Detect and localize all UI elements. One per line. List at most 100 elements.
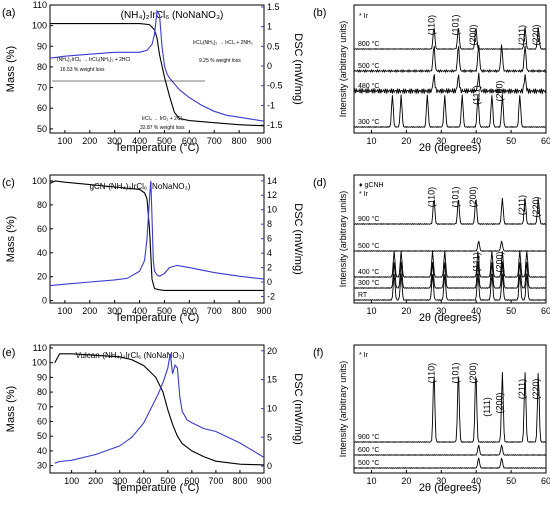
y-axis-label-c: Mass (%) <box>5 216 17 262</box>
peak-label-d-2: (200) <box>468 187 478 208</box>
chart-title-c: gCN-(NH₄)₂IrCl₆ (NoNaNO₃) <box>90 182 191 191</box>
x-tick-label-d: 60 <box>541 306 550 316</box>
y2-tick-label-a: -1 <box>267 100 275 110</box>
panel-label-a: (a) <box>2 7 15 19</box>
y-tick-label-e: 100 <box>32 358 47 368</box>
axes-b: 10 20 30 40 50 60 <box>366 130 550 146</box>
x-tick-label-b: 30 <box>436 136 446 146</box>
y-tick-label-a: 110 <box>33 0 47 10</box>
x-tick-label-c: 100 <box>57 306 72 316</box>
y-tick-label-a: 70 <box>37 83 47 93</box>
annotation-a-2: 16.53 % weight loss <box>60 67 105 73</box>
y-tick-label-e: 110 <box>33 343 47 353</box>
panel-label-e: (e) <box>2 347 15 359</box>
annotation-a-4: 9.25 % weight loss <box>199 58 241 64</box>
y2-tick-label-a: 1 <box>267 22 272 32</box>
plot-frame-d <box>353 174 547 304</box>
x-tick-label-d: 30 <box>436 306 446 316</box>
chart-title-e: Vulcan-(NH₄)₂IrCl₆ (NoNaNO₃) <box>75 351 184 360</box>
plot-frame-f <box>353 344 547 474</box>
y-tick-label-e: 90 <box>37 372 47 382</box>
panel-e: (e) Vulcan-(NH₄)₂IrCl₆ (NoNaNO₃) Mass (%… <box>2 343 304 494</box>
pattern-label-b-3: 300 °C <box>358 118 379 126</box>
legend-f: * Ir <box>359 352 369 359</box>
panel-label-c: (c) <box>2 177 15 189</box>
x-tick-label-d: 20 <box>401 306 411 316</box>
peak-labels-d: (110) (101) (200) (211) (220) (111) (200) <box>426 186 541 272</box>
series-dsc-e <box>54 353 265 464</box>
x-axis-label-b: 2θ (degrees) <box>419 142 481 154</box>
x-tick-label-e: 300 <box>112 476 127 486</box>
pattern-d-3 <box>353 261 547 289</box>
x-tick-label-e: 700 <box>208 476 223 486</box>
peak-label-b-5: (111) <box>472 85 482 105</box>
y-tick-label-a: 50 <box>37 124 47 134</box>
x-tick-label-d: 50 <box>506 306 516 316</box>
peak-label-d-5: (111) <box>472 252 482 272</box>
x-tick-label-b: 60 <box>541 136 550 146</box>
axes-e: 100 200 300 400 500 600 700 800 9003040506070809… <box>32 343 277 486</box>
series-mass-a <box>50 23 265 127</box>
axes-a: 100 200 300 400 500 600 700 800 9005060708090100… <box>32 0 283 146</box>
panel-a: (a) (NH₄)₂IrCl₆ (NoNaNO₃) Mass (%) DSC (… <box>2 0 304 154</box>
y-tick-label-a: 80 <box>37 62 47 72</box>
x-axis-label-f: 2θ (degrees) <box>419 482 481 494</box>
y2-tick-label-e: 5 <box>267 432 272 442</box>
x-tick-label-a: 800 <box>232 136 247 146</box>
peak-label-f-4: (220) <box>531 378 541 399</box>
x-tick-label-a: 500 <box>157 136 172 146</box>
y-tick-label-c: 80 <box>37 200 47 210</box>
x-tick-label-e: 600 <box>184 476 199 486</box>
y2-tick-label-a: 0 <box>267 61 272 71</box>
pattern-f-0 <box>353 372 547 443</box>
x-tick-label-a: 100 <box>57 136 72 146</box>
panel-c: (c) gCN-(NH₄)₂IrCl₆ (NoNaNO₃) Mass (%) D… <box>2 174 304 324</box>
x-tick-label-b: 10 <box>366 136 376 146</box>
x-tick-label-a: 600 <box>182 136 197 146</box>
peak-label-b-0: (110) <box>426 15 436 35</box>
y2-tick-label-a: 1.5 <box>267 2 280 12</box>
y-tick-label-e: 70 <box>37 402 47 412</box>
y-tick-label-c: 40 <box>37 248 47 258</box>
y2-tick-label-c: 14 <box>267 176 277 186</box>
pattern-label-d-4: RT <box>358 292 368 299</box>
x-tick-label-d: 40 <box>471 306 481 316</box>
peak-label-b-3: (211) <box>517 25 527 45</box>
pattern-label-f-0: 900 °C <box>358 433 379 441</box>
x-tick-label-c: 200 <box>82 306 97 316</box>
y-axis-label-a: Mass (%) <box>5 46 17 92</box>
peak-label-d-1: (101) <box>451 186 461 207</box>
pattern-b-2 <box>353 72 547 95</box>
peak-label-f-2: (200) <box>468 363 478 384</box>
x-tick-label-b: 50 <box>506 136 516 146</box>
y-tick-label-e: 60 <box>37 417 47 427</box>
series-mass-c <box>49 180 264 291</box>
legend-d-2: * Ir <box>359 191 369 198</box>
y-axis-label-d: Intensity (arbitrary units) <box>338 191 348 288</box>
plot-frame-a <box>49 4 265 134</box>
x-tick-label-d: 10 <box>366 306 376 316</box>
y2-tick-label-e: 0 <box>267 461 272 471</box>
pattern-d-1 <box>353 240 547 252</box>
y-tick-label-c: 0 <box>42 296 47 306</box>
y2-tick-label-c: 8 <box>267 219 272 229</box>
x-tick-label-a: 400 <box>132 136 147 146</box>
chart-title-a: (NH₄)₂IrCl₆ (NoNaNO₃) <box>121 10 224 21</box>
series-dsc-a <box>49 9 265 122</box>
pattern-label-d-3: 300 °C <box>358 279 379 287</box>
pattern-f-1 <box>353 444 547 456</box>
x-tick-label-e: 800 <box>232 476 247 486</box>
y-axis-label-b: Intensity (arbitrary units) <box>338 21 348 118</box>
peak-label-b-2: (200) <box>468 25 478 46</box>
panel-b: (b) * Ir Intensity (arbitrary units) 2θ … <box>313 4 550 154</box>
y2-tick-label-c: 4 <box>267 248 272 258</box>
peak-label-f-6: (200) <box>494 393 504 414</box>
panel-label-b: (b) <box>313 7 326 19</box>
y-tick-label-e: 30 <box>37 461 47 471</box>
pattern-label-b-0: 800 °C <box>358 40 379 48</box>
x-axis-label-a: Temperature (°C) <box>115 142 199 154</box>
y2-tick-label-c: 6 <box>267 234 272 244</box>
y-tick-label-c: 100 <box>32 176 47 186</box>
peak-label-f-5: (111) <box>482 397 492 417</box>
